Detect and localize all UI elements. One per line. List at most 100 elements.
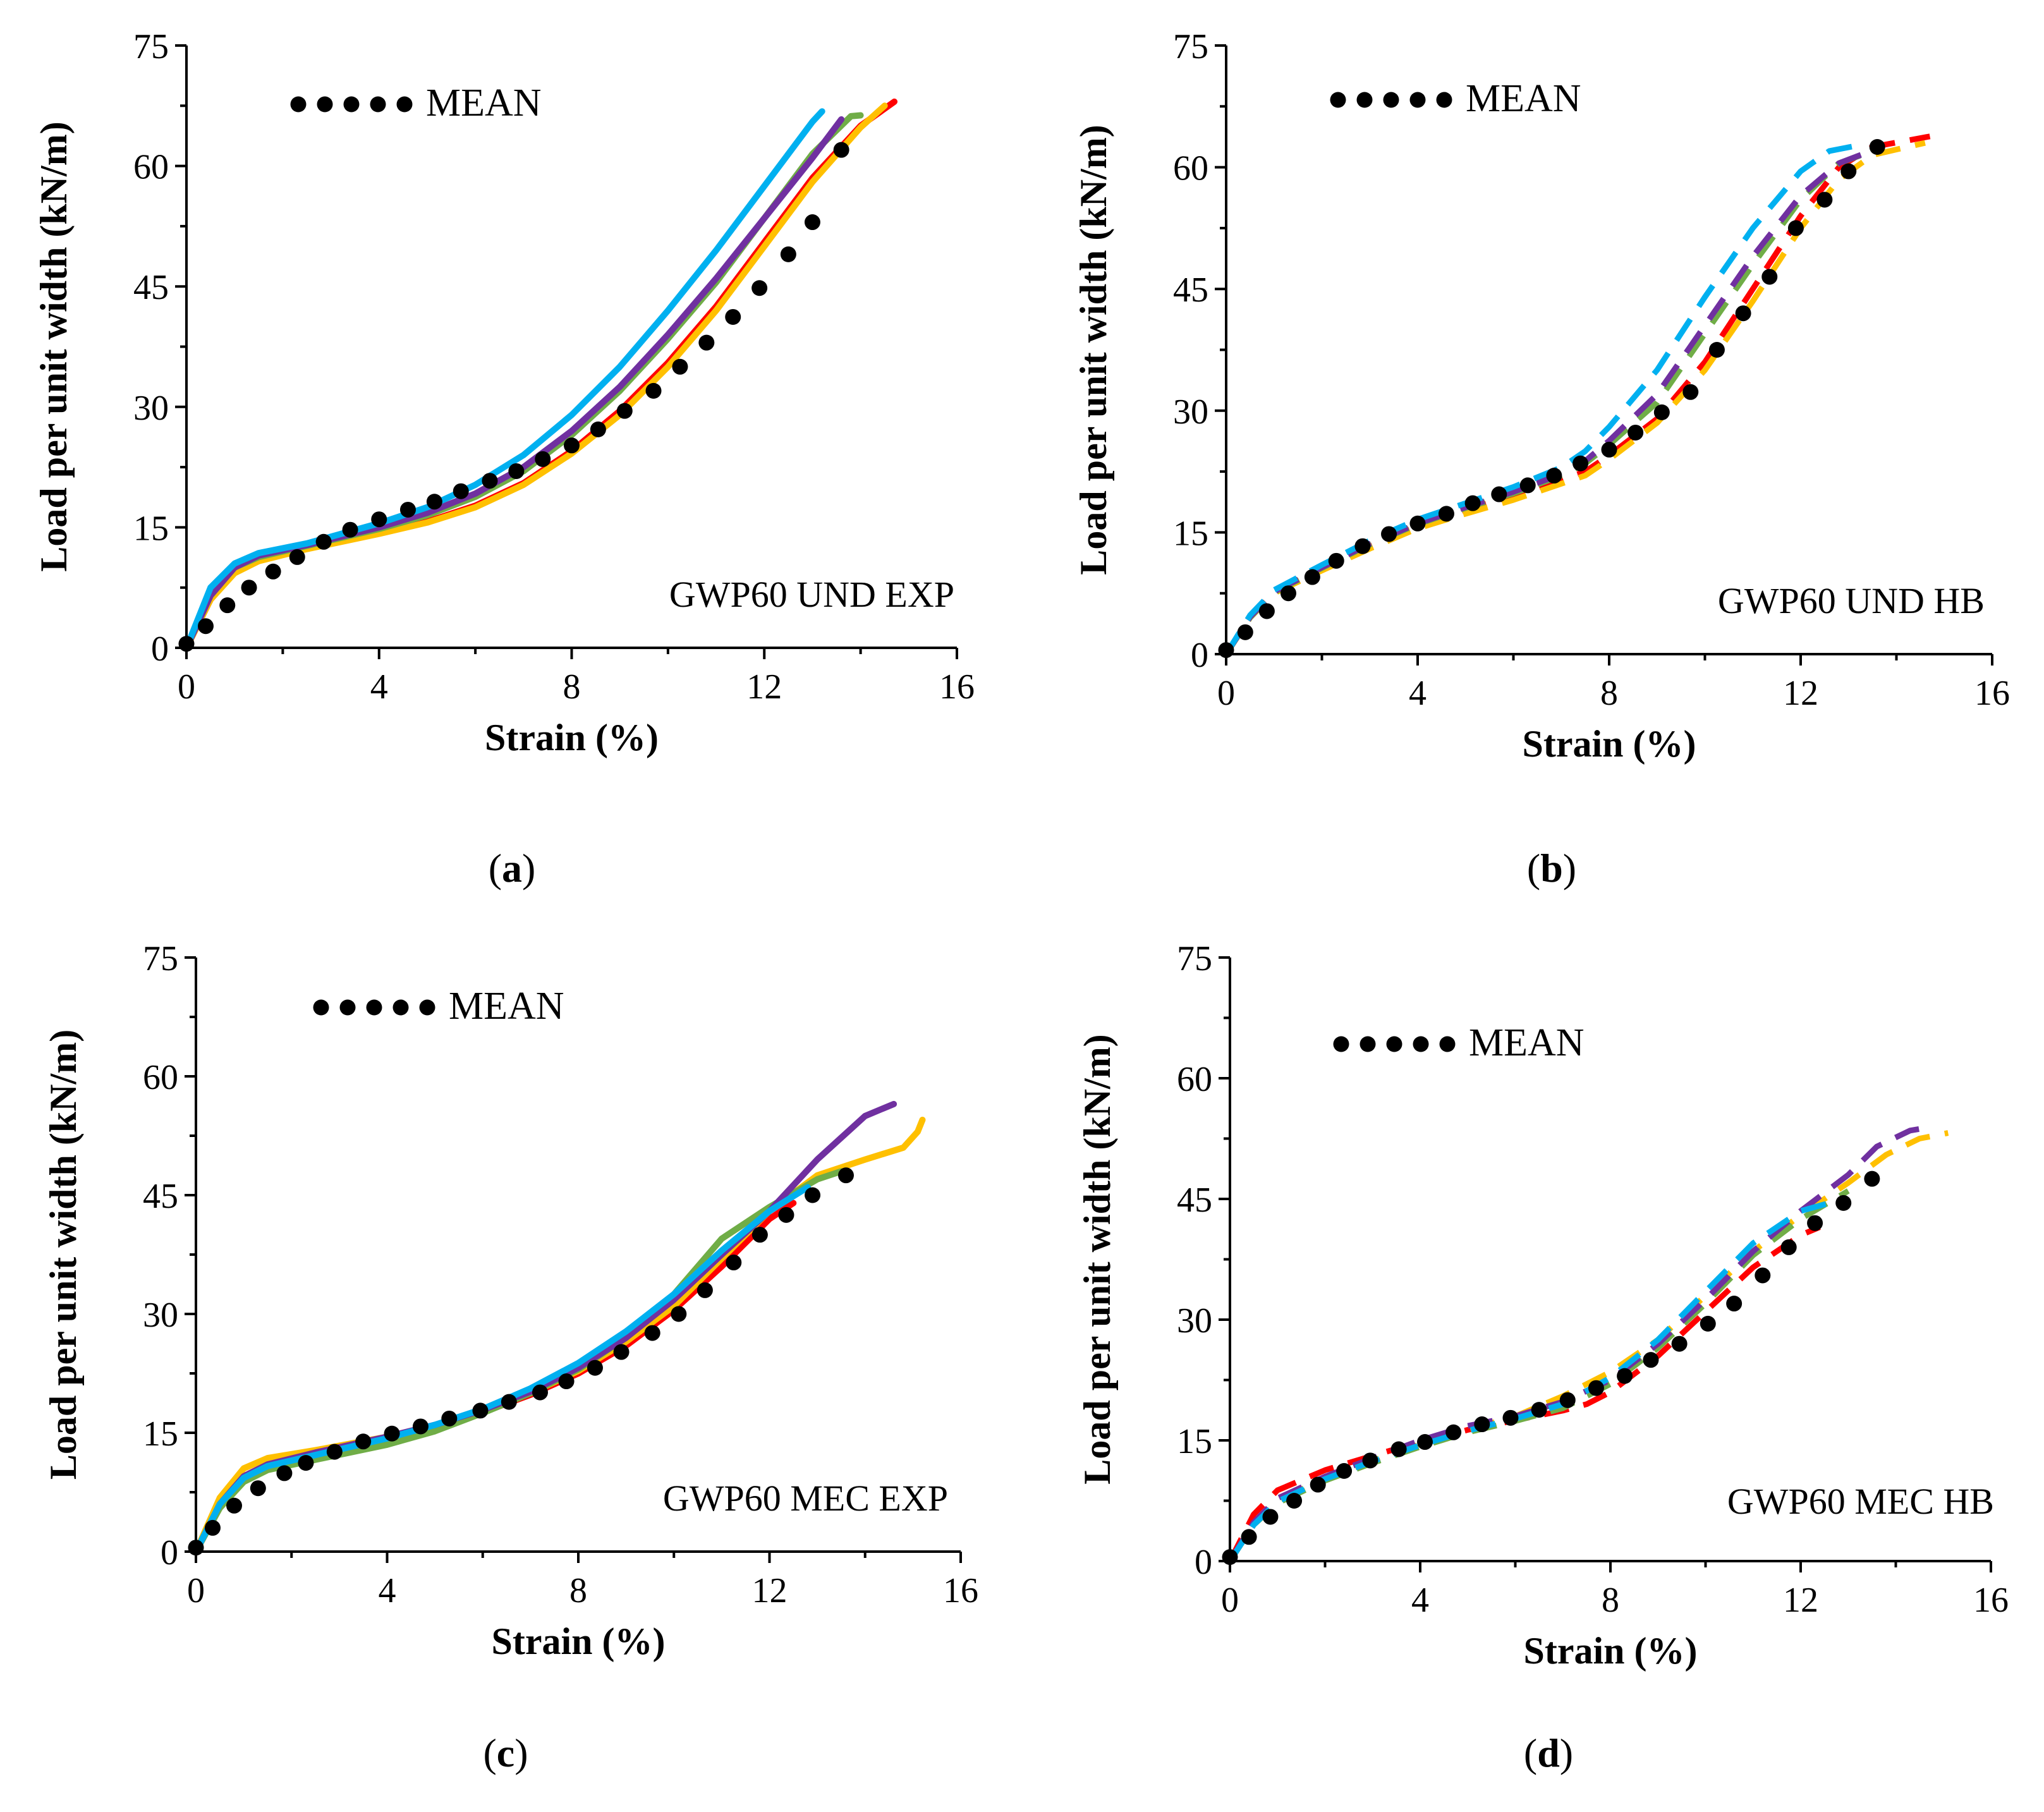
mean-point xyxy=(587,1359,603,1376)
mean-point xyxy=(1280,585,1296,602)
series-line-orange xyxy=(1227,1130,1949,1563)
legend-mean-marker xyxy=(1439,1036,1456,1052)
mean-point xyxy=(1218,642,1234,659)
x-tick-label: 12 xyxy=(1783,1581,1818,1620)
mean-point xyxy=(1241,1529,1257,1545)
x-tick-label: 8 xyxy=(569,1571,587,1610)
legend-label: MEAN xyxy=(1466,77,1581,120)
mean-point xyxy=(219,597,236,614)
mean-point xyxy=(241,580,257,596)
y-tick-label: 0 xyxy=(1195,1543,1212,1582)
x-tick-label: 16 xyxy=(1974,674,2010,713)
caption-open-paren: ( xyxy=(483,1730,496,1775)
mean-point xyxy=(1755,1267,1771,1284)
mean-point xyxy=(1761,269,1778,285)
y-tick-label: 60 xyxy=(133,148,169,187)
mean-point xyxy=(204,1519,221,1536)
series-line-blue xyxy=(183,108,825,651)
y-axis-title: Load per unit width (kN/m) xyxy=(1073,125,1114,575)
y-tick-label: 60 xyxy=(1173,149,1208,188)
x-axis-title: Strain (%) xyxy=(492,1620,666,1662)
mean-point xyxy=(508,463,525,479)
mean-point xyxy=(1573,455,1589,471)
mean-point xyxy=(1840,163,1857,179)
mean-point xyxy=(1354,538,1371,554)
y-tick-label: 30 xyxy=(1177,1301,1212,1341)
panel-annotation: GWP60 UND EXP xyxy=(669,574,954,615)
x-tick-label: 4 xyxy=(1411,1581,1429,1620)
x-tick-label: 4 xyxy=(379,1571,396,1610)
mean-point xyxy=(1336,1462,1353,1479)
chart-panel-d: 0 15 30 45 60 75 0 4 8 12 16 Strain (%) Load per uni… xyxy=(1076,939,2009,1775)
mean-point xyxy=(697,1282,713,1298)
mean-point xyxy=(1409,515,1426,532)
mean-point xyxy=(780,246,796,262)
mean-point xyxy=(1807,1215,1823,1231)
x-tick-label: 8 xyxy=(1600,674,1618,713)
legend-label: MEAN xyxy=(449,985,564,1028)
mean-point xyxy=(178,636,195,652)
mean-point xyxy=(342,521,358,538)
mean-point xyxy=(1780,1239,1797,1255)
y-tick-label: 45 xyxy=(1173,271,1208,310)
mean-point xyxy=(1491,486,1507,502)
mean-point xyxy=(1816,192,1833,208)
mean-point xyxy=(726,1255,742,1271)
caption-close-paren: ) xyxy=(522,846,535,891)
series-line-blue xyxy=(1224,142,1864,656)
mean-point xyxy=(751,280,768,296)
x-tick-label: 16 xyxy=(939,667,975,707)
caption-close-paren: ) xyxy=(1563,846,1576,891)
caption-open-paren: ( xyxy=(1524,1730,1537,1775)
caption-letter: b xyxy=(1540,846,1563,891)
legend-mean-marker xyxy=(1413,1036,1429,1052)
mean-point xyxy=(412,1418,429,1435)
x-tick-label: 0 xyxy=(187,1571,205,1610)
mean-point xyxy=(426,494,442,510)
mean-point xyxy=(1237,624,1253,640)
y-tick-label: 45 xyxy=(143,1177,178,1216)
mean-point xyxy=(1286,1493,1303,1509)
panel-annotation: GWP60 UND HB xyxy=(1718,580,1985,621)
y-tick-label: 75 xyxy=(1173,27,1208,66)
mean-point xyxy=(1617,1368,1633,1384)
y-tick-label: 0 xyxy=(161,1533,178,1572)
y-tick-label: 75 xyxy=(1177,939,1212,978)
legend-mean-marker xyxy=(290,96,307,112)
y-tick-label: 0 xyxy=(151,629,169,669)
y-tick-label: 60 xyxy=(143,1058,178,1097)
mean-point xyxy=(371,511,387,528)
y-tick-label: 15 xyxy=(1173,514,1208,553)
y-tick-label: 45 xyxy=(1177,1181,1212,1220)
y-tick-label: 30 xyxy=(143,1296,178,1335)
mean-point xyxy=(1653,404,1670,420)
caption-open-paren: ( xyxy=(489,846,502,891)
mean-point xyxy=(1474,1416,1490,1433)
mean-point xyxy=(1519,477,1536,494)
mean-point xyxy=(1390,1441,1407,1457)
series-line-red xyxy=(1224,133,1931,656)
legend-mean-marker xyxy=(366,999,382,1016)
mean-point xyxy=(355,1433,372,1450)
mean-point xyxy=(482,473,498,489)
mean-point xyxy=(671,1306,687,1322)
legend-mean-marker xyxy=(339,999,356,1016)
mean-point xyxy=(453,483,469,499)
x-tick-label: 0 xyxy=(1217,674,1235,713)
mean-point xyxy=(188,1540,204,1556)
mean-point xyxy=(532,1384,548,1401)
mean-point xyxy=(838,1167,854,1184)
y-tick-label: 30 xyxy=(1173,392,1208,432)
mean-point xyxy=(751,1227,768,1243)
caption-close-paren: ) xyxy=(514,1730,528,1775)
mean-point xyxy=(778,1207,794,1223)
x-tick-label: 12 xyxy=(1783,674,1818,713)
x-tick-label: 4 xyxy=(370,667,388,707)
legend-mean-marker xyxy=(1356,92,1373,108)
y-axis-title: Load per unit width (kN/m) xyxy=(33,121,75,571)
mean-point xyxy=(1502,1409,1519,1426)
legend-mean-marker xyxy=(343,96,360,112)
x-tick-label: 16 xyxy=(943,1571,978,1610)
panel-caption: (a) xyxy=(489,846,536,891)
